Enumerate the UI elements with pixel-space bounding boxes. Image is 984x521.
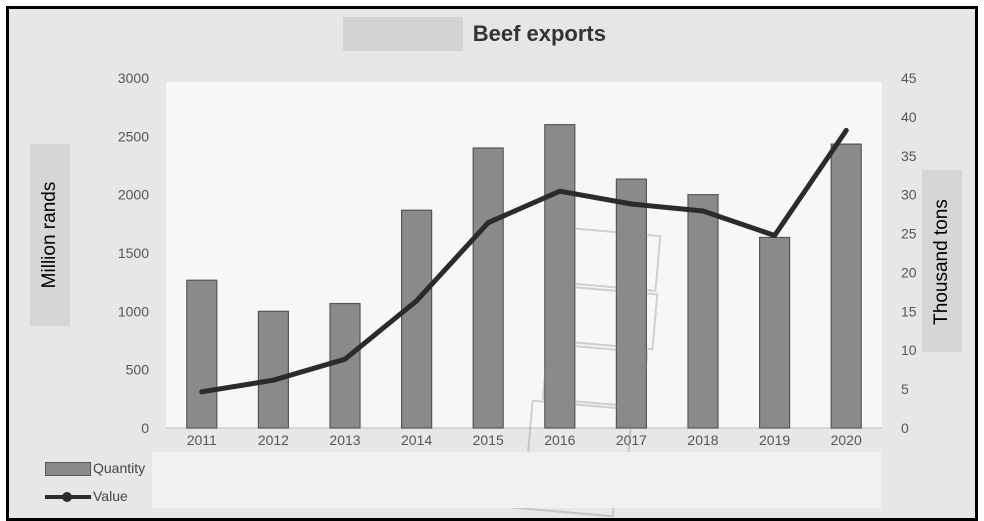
x-tick-label: 2015 xyxy=(473,432,504,448)
quantity-bar xyxy=(687,194,719,429)
chart-title: Beef exports xyxy=(472,21,606,46)
right-tick-label: 20 xyxy=(901,264,917,280)
x-tick-label: 2014 xyxy=(401,432,432,448)
right-tick-label: 40 xyxy=(901,109,917,125)
value-point xyxy=(414,298,420,304)
left-tick-label: 1000 xyxy=(118,303,149,319)
x-tick-label: 2016 xyxy=(544,432,575,448)
right-tick-label: 25 xyxy=(901,226,917,242)
value-line xyxy=(199,128,849,395)
x-tick-label: 2018 xyxy=(687,432,718,448)
value-line-layer xyxy=(199,128,849,395)
quantity-bar xyxy=(758,236,791,429)
left-tick-label: 1500 xyxy=(118,245,149,261)
x-tick-label: 2020 xyxy=(831,432,862,448)
right-tick-label: 0 xyxy=(901,420,909,436)
left-axis: 0 500 1000 1500 2000 2500 3000 xyxy=(118,70,149,436)
quantity-bar xyxy=(615,178,648,429)
x-tick-label: 2011 xyxy=(187,432,217,448)
value-point xyxy=(772,233,778,238)
x-tick-label: 2019 xyxy=(759,432,790,448)
value-point xyxy=(843,128,849,133)
quantity-bar xyxy=(329,302,361,429)
right-axis: 0 5 10 15 20 25 30 35 40 45 xyxy=(901,70,917,436)
quantity-bar xyxy=(257,310,289,429)
quantity-bar xyxy=(544,124,576,429)
legend-label-quantity: Quantity xyxy=(93,460,146,476)
left-tick-label: 500 xyxy=(126,362,150,378)
quantity-bar xyxy=(186,279,218,429)
left-tick-label: 2000 xyxy=(118,187,149,203)
x-tick-label: 2017 xyxy=(616,432,647,448)
right-axis-label-box xyxy=(922,170,962,352)
right-tick-label: 5 xyxy=(901,381,909,397)
legend-label-value: Value xyxy=(93,488,128,504)
title-patch xyxy=(343,17,463,51)
right-tick-label: 15 xyxy=(901,303,917,319)
left-tick-label: 2500 xyxy=(118,128,149,144)
quantity-bar xyxy=(472,147,504,429)
right-tick-label: 30 xyxy=(901,187,917,203)
x-tick-label: 2013 xyxy=(329,432,360,448)
value-point xyxy=(557,188,563,194)
x-tick-label: 2012 xyxy=(258,432,289,448)
quantity-bars xyxy=(186,124,862,429)
legend-item-quantity: Quantity xyxy=(45,458,145,478)
left-axis-label-box xyxy=(30,144,70,326)
legend-item-value: Value xyxy=(45,486,128,506)
legend-bar-swatch xyxy=(45,462,91,477)
value-point xyxy=(700,208,706,214)
right-tick-label: 10 xyxy=(901,342,917,358)
left-tick-label: 3000 xyxy=(118,70,149,86)
right-tick-label: 45 xyxy=(901,70,917,86)
value-point xyxy=(628,201,634,207)
right-tick-label: 35 xyxy=(901,148,917,164)
title-box: Beef exports xyxy=(343,17,612,51)
legend-line-swatch xyxy=(45,491,91,503)
left-tick-label: 0 xyxy=(141,420,149,436)
x-axis-labels: 2011 2012 2013 2014 2015 2016 2017 2018 2019 2020 xyxy=(187,432,862,448)
legend-area xyxy=(152,452,881,508)
quantity-bar xyxy=(830,143,862,429)
value-point xyxy=(199,389,205,395)
quantity-bar xyxy=(401,209,433,429)
value-point xyxy=(485,220,491,226)
value-point xyxy=(342,356,348,362)
value-point xyxy=(270,377,276,383)
